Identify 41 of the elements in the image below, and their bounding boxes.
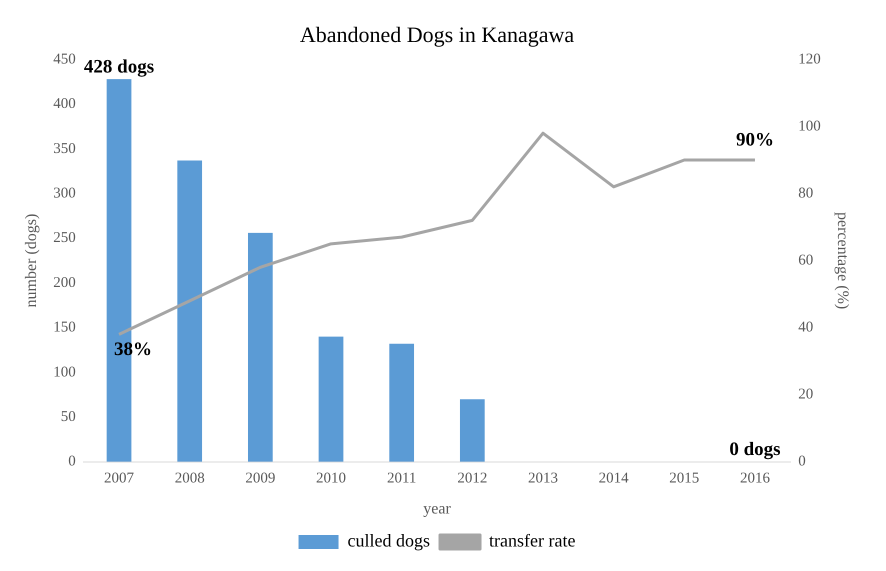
data-label: 0 dogs	[729, 439, 781, 460]
legend-label: transfer rate	[489, 530, 576, 551]
x-tick-label: 2016	[740, 470, 770, 487]
y2-tick-label: 40	[798, 320, 814, 336]
y2-tick-label: 100	[798, 118, 821, 134]
x-axis-title: year	[423, 500, 452, 518]
x-tick-label: 2014	[598, 470, 630, 487]
y-axis-title: number (dogs)	[22, 214, 40, 308]
y-tick-label: 250	[53, 230, 76, 246]
bar	[248, 232, 273, 462]
bar	[318, 336, 344, 462]
y2-tick-label: 80	[798, 185, 814, 202]
data-label: 90%	[736, 129, 774, 150]
y2-tick-label: 20	[798, 386, 814, 403]
x-tick-label: 2007	[104, 470, 135, 487]
legend-label: culled dogs	[348, 530, 430, 551]
bar	[177, 160, 202, 462]
chart-title: Abandoned Dogs in Kanagawa	[300, 22, 574, 47]
y-tick-label: 450	[53, 51, 76, 68]
data-label: 428 dogs	[84, 56, 154, 78]
y-tick-label: 100	[53, 364, 76, 380]
y-tick-label: 400	[53, 96, 76, 112]
x-tick-label: 2012	[457, 470, 488, 487]
y-tick-label: 200	[53, 274, 76, 291]
y-tick-label: 50	[60, 409, 76, 426]
y2-tick-label: 60	[798, 252, 814, 269]
y2-tick-label: 120	[798, 51, 821, 68]
y2-tick-label: 0	[798, 454, 806, 470]
y2-axis-title: percentage (%)	[834, 212, 852, 310]
y-tick-label: 0	[68, 454, 76, 470]
x-tick-label: 2015	[669, 470, 700, 487]
y-tick-label: 350	[53, 140, 76, 157]
bar	[460, 399, 485, 462]
y-tick-label: 300	[53, 185, 76, 202]
bar	[389, 344, 414, 462]
x-tick-label: 2013	[528, 470, 558, 487]
x-tick-label: 2010	[316, 470, 346, 487]
x-tick-label: 2008	[174, 470, 205, 487]
x-tick-label: 2011	[386, 470, 416, 487]
x-tick-label: 2009	[245, 470, 276, 487]
y-tick-label: 150	[53, 320, 76, 336]
